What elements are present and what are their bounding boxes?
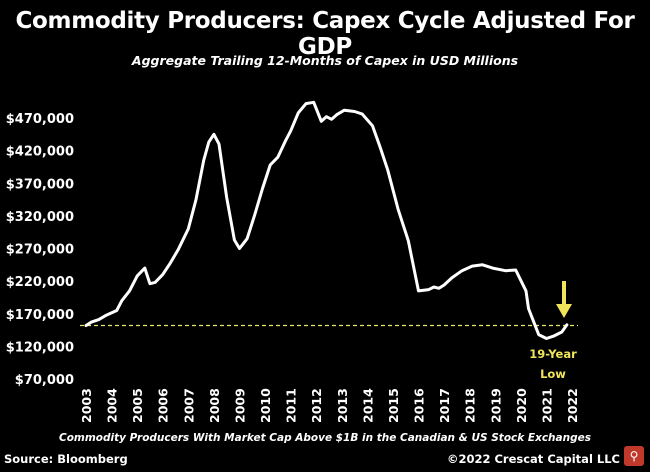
x-tick-label: 2013 bbox=[335, 388, 350, 423]
x-tick-label: 2020 bbox=[514, 388, 529, 423]
capex-series-line bbox=[84, 100, 569, 340]
x-tick-label: 2011 bbox=[284, 388, 299, 423]
chart-title: Commodity Producers: Capex Cycle Adjuste… bbox=[15, 8, 635, 60]
x-tick-label: 2019 bbox=[488, 388, 503, 423]
x-tick-label: 2017 bbox=[437, 388, 452, 423]
x-tick-label: 2003 bbox=[79, 388, 94, 423]
annotation-label-line1: 19-Year bbox=[529, 347, 577, 361]
annotation-arrow-head bbox=[556, 304, 572, 318]
y-tick-label: $470,000 bbox=[6, 112, 74, 127]
x-tick-label: 2014 bbox=[360, 388, 375, 423]
y-tick-label: $420,000 bbox=[6, 145, 74, 160]
y-tick-label: $120,000 bbox=[6, 340, 74, 355]
x-tick-label: 2007 bbox=[181, 388, 196, 423]
y-tick-label: $220,000 bbox=[6, 275, 74, 290]
annotation-label-line2: Low bbox=[540, 367, 566, 381]
x-tick-label: 2004 bbox=[105, 388, 120, 423]
y-tick-label: $70,000 bbox=[15, 373, 74, 388]
source-label: Source: Bloomberg bbox=[4, 452, 128, 466]
x-tick-label: 2010 bbox=[258, 388, 273, 423]
x-tick-label: 2006 bbox=[156, 388, 171, 423]
x-tick-label: 2021 bbox=[539, 388, 554, 423]
x-tick-label: 2008 bbox=[207, 388, 222, 423]
chart-footnote: Commodity Producers With Market Cap Abov… bbox=[59, 432, 591, 444]
x-tick-label: 2012 bbox=[309, 388, 324, 423]
y-tick-label: $270,000 bbox=[6, 243, 74, 258]
x-tick-label: 2009 bbox=[232, 388, 247, 423]
x-tick-label: 2022 bbox=[565, 388, 580, 423]
chart-subtitle: Aggregate Trailing 12-Months of Capex in… bbox=[131, 53, 519, 68]
y-tick-label: $170,000 bbox=[6, 308, 74, 323]
x-tick-label: 2018 bbox=[463, 388, 478, 423]
x-tick-label: 2016 bbox=[412, 388, 427, 423]
x-tick-label: 2015 bbox=[386, 388, 401, 423]
y-tick-label: $370,000 bbox=[6, 177, 74, 192]
x-tick-label: 2005 bbox=[130, 388, 145, 423]
copyright-label: ©2022 Crescat Capital LLC bbox=[446, 452, 620, 466]
zoom-icon[interactable]: ⚲ bbox=[624, 446, 644, 466]
y-tick-label: $320,000 bbox=[6, 210, 74, 225]
